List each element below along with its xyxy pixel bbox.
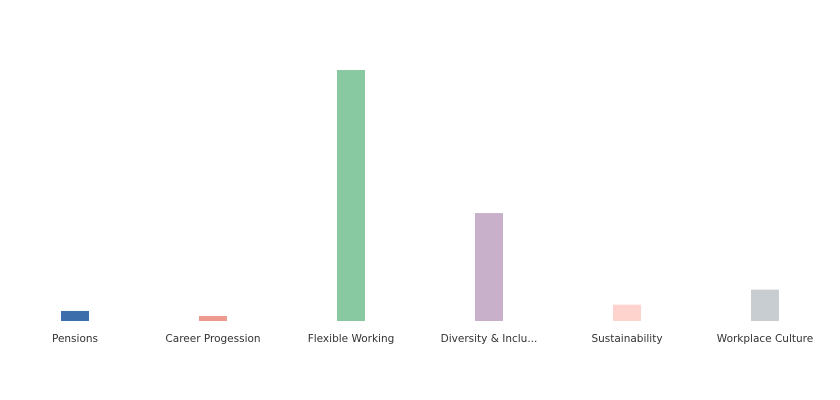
bar-4[interactable]	[613, 304, 641, 321]
bar-2[interactable]	[337, 70, 365, 321]
bar-0[interactable]	[61, 310, 89, 321]
x-tick-label: Workplace Culture	[717, 333, 813, 345]
bar-5[interactable]	[751, 289, 779, 321]
bar-3[interactable]	[475, 213, 503, 321]
x-tick-label: Sustainability	[591, 333, 662, 345]
x-tick-label: Career Progession	[165, 333, 260, 345]
x-tick-label: Diversity & Inclu...	[441, 333, 538, 345]
x-tick-label: Pensions	[52, 333, 98, 345]
bar-1[interactable]	[199, 315, 227, 321]
bars-group	[61, 70, 779, 321]
x-tick-label: Flexible Working	[308, 333, 395, 345]
category-labels: Pensions Career Progession Flexible Workin…	[52, 333, 813, 345]
